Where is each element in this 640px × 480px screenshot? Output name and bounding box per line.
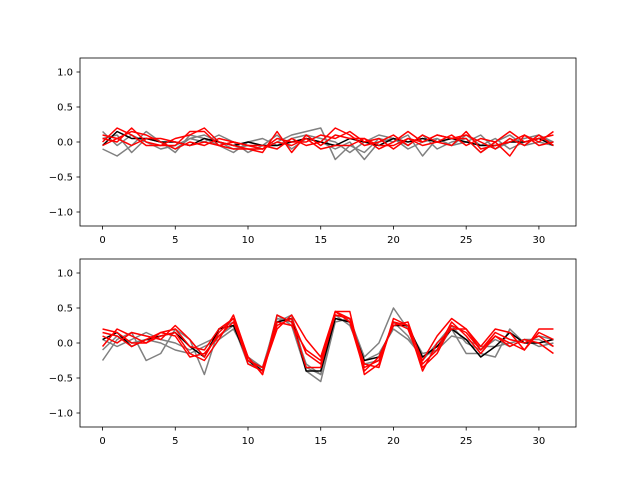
top-subplot: 0 5 10 15 20 25 30 −1.0 −0.5 0.0 0.5 1.0	[49, 57, 577, 246]
x-tick-label: 0	[99, 436, 105, 447]
plot-area	[102, 127, 554, 161]
y-tick-label: 0.5	[57, 304, 73, 315]
y-tick-label: −1.0	[49, 208, 73, 219]
bottom-subplot: 0 5 10 15 20 25 30 −1.0 −0.5 0.0 0.5 1.0	[49, 258, 577, 447]
series-line-6	[102, 127, 554, 157]
x-tick-label: 30	[533, 235, 546, 246]
x-tick-label: 30	[533, 436, 546, 447]
x-tick-label: 5	[172, 436, 178, 447]
x-tick-label: 10	[242, 235, 255, 246]
x-tick-label: 25	[460, 235, 473, 246]
series-line-7	[102, 310, 554, 376]
y-tick-label: 0.0	[57, 339, 73, 350]
x-tick-label: 15	[314, 235, 327, 246]
x-tick-label: 15	[314, 436, 327, 447]
y-tick-label: 0.0	[57, 138, 73, 149]
series-line-7	[102, 130, 554, 150]
x-tick-label: 20	[387, 235, 400, 246]
y-tick-label: −0.5	[49, 173, 73, 184]
x-tick-label: 5	[172, 235, 178, 246]
x-tick-label: 10	[242, 436, 255, 447]
x-tick-label: 25	[460, 436, 473, 447]
series-line-5	[102, 127, 554, 154]
x-tick-label: 20	[387, 436, 400, 447]
y-tick-label: −0.5	[49, 374, 73, 385]
y-tick-label: 0.5	[57, 103, 73, 114]
x-tick-label: 0	[99, 235, 105, 246]
y-tick-label: 1.0	[57, 269, 73, 280]
plot-area	[101, 307, 554, 383]
y-tick-label: −1.0	[49, 409, 73, 420]
y-tick-label: 1.0	[57, 68, 73, 79]
